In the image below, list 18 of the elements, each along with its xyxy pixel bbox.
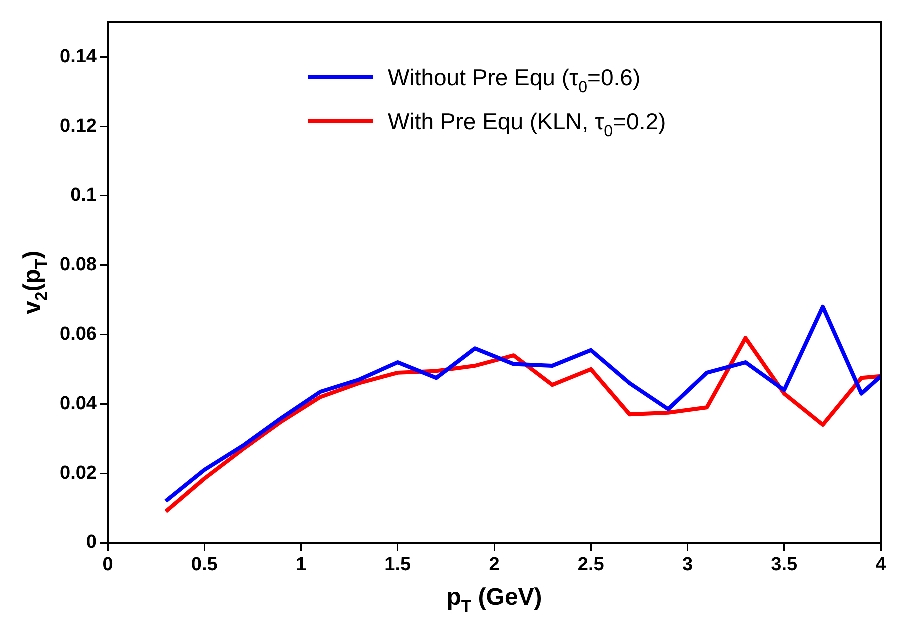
y-tick-label: 0.06 [60, 324, 97, 345]
x-tick-label: 3 [682, 554, 694, 576]
x-tick-label: 3.5 [771, 554, 798, 576]
x-tick-label: 2.5 [578, 554, 605, 576]
y-axis-title: v2(pT) [19, 250, 52, 314]
y-tick-label: 0.04 [60, 393, 98, 414]
x-tick-label: 0 [102, 554, 114, 576]
x-tick-label: 0.5 [191, 554, 218, 576]
y-tick-label: 0.12 [60, 116, 97, 137]
x-tick-label: 1.5 [384, 554, 412, 576]
y-tick-label: 0.08 [60, 254, 97, 276]
y-tick-label: 0.02 [60, 462, 97, 484]
x-tick-label: 1 [296, 554, 307, 576]
y-tick-label: 0.14 [60, 46, 98, 68]
x-tick-label: 2 [489, 554, 500, 576]
y-tick-label: 0.1 [70, 185, 98, 206]
x-tick-label: 4 [876, 554, 887, 576]
y-tick-label: 0 [86, 532, 97, 554]
